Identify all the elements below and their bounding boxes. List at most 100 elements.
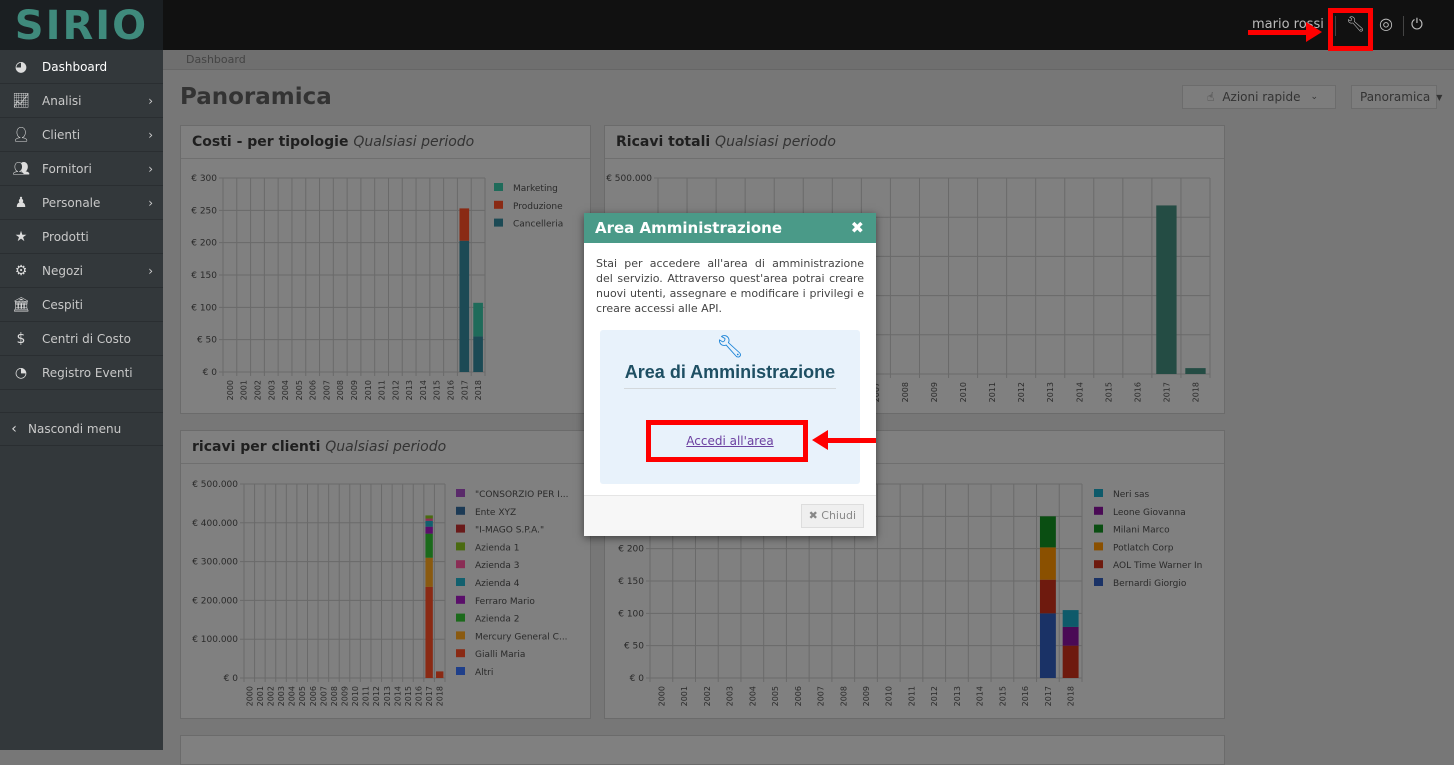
divider [1335, 16, 1336, 36]
view-select[interactable]: Panoramica ▼ [1351, 85, 1442, 109]
y-tick-label: € 500.000 [192, 480, 238, 490]
sidebar-item-prodotti[interactable]: ★ Prodotti [0, 220, 163, 254]
x-tick-label: 2014 [1075, 382, 1084, 402]
x-tick-label: 2010 [364, 380, 373, 400]
legend-swatch [456, 524, 465, 533]
bar-segment [473, 302, 483, 337]
sidebar-item-label: Centri di Costo [42, 331, 131, 346]
x-tick-label: 2015 [433, 380, 442, 400]
x-tick-label: 2015 [1104, 382, 1113, 402]
close-button[interactable]: ✖ Chiudi [800, 504, 864, 528]
legend-swatch [456, 489, 465, 497]
modal-text: Stai per accedere all'area di amministra… [596, 257, 864, 315]
y-tick-label: € 0 [224, 674, 239, 684]
x-tick-label: 2010 [351, 686, 360, 706]
x-tick-label: 2009 [862, 686, 871, 706]
sidebar-item-analisi[interactable]: 📈︎ Analisi › [0, 84, 163, 118]
sidebar-item-cespiti[interactable]: 🏛︎ Cespiti [0, 288, 163, 322]
x-tick-label: 2005 [771, 686, 780, 706]
x-tick-label: 2008 [839, 686, 848, 706]
close-icon[interactable]: ✖ [850, 218, 864, 237]
panel-title: ricavi per clienti [192, 439, 321, 455]
legend-swatch [456, 595, 465, 604]
bank-icon: 🏛︎ [12, 296, 30, 313]
x-tick-label: 2016 [1133, 382, 1142, 402]
x-tick-label: 2010 [959, 382, 968, 402]
hide-menu-button[interactable]: ‹ Nascondi menu [0, 412, 163, 446]
y-tick-label: € 150 [191, 271, 217, 281]
sidebar-item-personale[interactable]: ♟ Personale › [0, 186, 163, 220]
admin-area-title: Area di Amministrazione [624, 362, 836, 382]
y-tick-label: € 400.000 [192, 519, 238, 529]
y-tick-label: € 300.000 [192, 558, 238, 568]
x-tick-label: 2017 [1044, 686, 1053, 706]
legend-label: Produzione [513, 202, 563, 212]
x-tick-label: 2011 [988, 382, 997, 402]
power-icon[interactable]: ⏻ [1411, 15, 1423, 33]
sidebar-item-fornitori[interactable]: 👥︎ Fornitori › [0, 152, 163, 186]
sidebar-item-clienti[interactable]: 👤︎ Clienti › [0, 118, 163, 152]
legend-swatch [1094, 506, 1103, 515]
legend-swatch [494, 218, 503, 227]
hand-pointer-icon: ☝ [1207, 90, 1215, 104]
sidebar-item-dashboard[interactable]: ◕ Dashboard [0, 50, 163, 84]
sidebar-item-label: Registro Eventi [42, 365, 133, 380]
lifebuoy-icon[interactable]: ◎ [1379, 14, 1393, 33]
legend-label: Ente XYZ [475, 508, 516, 518]
y-tick-label: € 100.000 [192, 635, 238, 645]
x-tick-label: 2003 [277, 686, 286, 706]
legend-label: Leone Giovanna [1113, 508, 1186, 518]
x-tick-label: 2011 [362, 686, 371, 706]
legend-label: Gialli Maria [475, 650, 525, 660]
legend-swatch [494, 200, 503, 209]
y-tick-label: € 0 [630, 674, 645, 684]
bar-segment [425, 518, 433, 521]
x-tick-label: 2007 [872, 382, 881, 402]
close-label: Chiudi [821, 509, 856, 522]
panel-title: Costi - per tipologie [192, 134, 349, 150]
sidebar-item-registro-eventi[interactable]: ◔ Registro Eventi [0, 356, 163, 390]
wrench-icon[interactable]: 🔧︎ [1346, 15, 1366, 33]
legend-label: Ferraro Mario [475, 597, 535, 607]
x-tick-label: 2011 [378, 380, 387, 400]
chevron-left-icon: ‹ [11, 421, 17, 437]
legend-swatch [1094, 489, 1103, 497]
chevron-down-icon: ⌄ [1310, 92, 1319, 102]
sidebar-item-negozi[interactable]: ⚙ Negozi › [0, 254, 163, 288]
legend-swatch [456, 578, 465, 586]
x-tick-label: 2002 [253, 380, 262, 400]
y-tick-label: € 50 [197, 336, 217, 346]
highlight-box [646, 420, 808, 462]
breadcrumb[interactable]: Dashboard [163, 50, 1454, 70]
bar-segment [1185, 368, 1206, 374]
legend-label: Azienda 3 [475, 561, 519, 571]
x-tick-label: 2003 [267, 380, 276, 400]
page-title: Panoramica [180, 84, 332, 110]
user-icon: 👤︎ [12, 126, 30, 143]
hide-menu-label: Nascondi menu [28, 422, 122, 436]
sidebar-item-label: Personale [42, 195, 101, 210]
legend-swatch [456, 631, 465, 640]
y-tick-label: € 300 [191, 174, 217, 184]
x-tick-label: 2007 [319, 686, 328, 706]
x-tick-label: 2002 [266, 686, 275, 706]
bar-segment [1039, 516, 1056, 548]
x-tick-label: 2012 [391, 380, 400, 400]
x-tick-label: 2008 [336, 380, 345, 400]
legend-swatch [456, 560, 465, 569]
legend-swatch [1094, 524, 1103, 533]
close-x-icon: ✖ [808, 509, 822, 522]
x-tick-label: 2017 [460, 380, 469, 400]
user-name[interactable]: mario rossi [1252, 17, 1324, 32]
wrench-icon: 🔧︎ [716, 335, 744, 360]
y-tick-label: € 200 [618, 545, 644, 555]
x-tick-label: 2000 [245, 686, 254, 706]
x-tick-label: 2012 [1017, 382, 1026, 402]
sidebar-item-centri-di-costo[interactable]: $ Centri di Costo [0, 322, 163, 356]
logo[interactable]: SIRIO [0, 0, 163, 50]
enter-area-link[interactable]: Accedi all'area [686, 434, 774, 448]
x-tick-label: 2000 [657, 686, 666, 706]
bar-segment [459, 240, 470, 372]
users-icon: 👥︎ [12, 160, 30, 177]
quick-actions-button[interactable]: ☝ Azioni rapide ⌄ [1182, 85, 1336, 109]
